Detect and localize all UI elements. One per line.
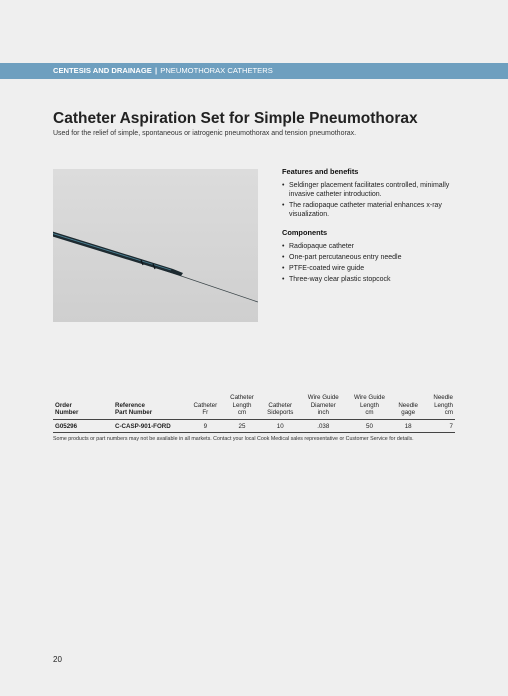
col-order-number: Order Number — [55, 401, 79, 417]
product-details: Features and benefits Seldinger placemen… — [282, 167, 467, 293]
section-separator: | — [155, 66, 158, 75]
col-wire-guide-diameter: Wire Guide Diameter inch — [307, 394, 339, 416]
ordering-table: Order Number Reference Part Number Cathe… — [53, 394, 455, 433]
feature-item: The radiopaque catheter material enhance… — [282, 201, 467, 219]
section-header-band: CENTESIS AND DRAINAGE | PNEUMOTHORAX CAT… — [0, 63, 508, 79]
section-category: CENTESIS AND DRAINAGE — [53, 66, 152, 75]
component-item: PTFE-coated wire guide — [282, 264, 467, 273]
cell-fr: 9 — [187, 418, 224, 433]
col-reference-part-number: Reference Part Number — [115, 401, 153, 417]
product-description: Used for the relief of simple, spontaneo… — [53, 130, 357, 137]
features-list: Seldinger placement facilitates controll… — [282, 181, 467, 219]
col-catheter-sideports: Catheter Sideports — [267, 401, 294, 417]
section-subcategory: PNEUMOTHORAX CATHETERS — [160, 66, 273, 75]
cell-needle-gage: 18 — [392, 418, 424, 433]
components-list: Radiopaque catheter One-part percutaneou… — [282, 242, 467, 284]
features-heading: Features and benefits — [282, 167, 359, 176]
col-needle-gage: Needle gage — [398, 401, 418, 417]
cell-reference: C-CASP-901-FORD — [113, 418, 187, 433]
availability-footnote: Some products or part numbers may not be… — [53, 436, 414, 442]
page-number: 20 — [53, 655, 62, 664]
sideport-mark — [152, 263, 156, 270]
component-item: One-part percutaneous entry needle — [282, 253, 467, 262]
sideport-mark — [140, 259, 144, 266]
col-catheter-length: Catheter Length cm — [230, 394, 254, 416]
cell-length: 25 — [223, 418, 261, 433]
table-row: G05296 C-CASP-901-FORD 9 25 10 .038 50 1… — [53, 418, 455, 433]
component-item: Three-way clear plastic stopcock — [282, 275, 467, 284]
component-item: Radiopaque catheter — [282, 242, 467, 251]
catheter-illustration — [53, 231, 258, 303]
col-wire-guide-length: Wire Guide Length cm — [353, 394, 385, 416]
cell-wire-length: 50 — [346, 418, 393, 433]
cell-order-number: G05296 — [53, 418, 113, 433]
catheter-product-image — [53, 169, 258, 322]
cell-wire-diameter: .038 — [300, 418, 347, 433]
cell-sideports: 10 — [260, 418, 301, 433]
cell-needle-length: 7 — [423, 418, 455, 433]
col-needle-length: Needle Length cm — [433, 394, 453, 416]
col-catheter-fr: Catheter Fr — [193, 401, 218, 417]
feature-item: Seldinger placement facilitates controll… — [282, 181, 467, 199]
product-title: Catheter Aspiration Set for Simple Pneum… — [53, 110, 418, 127]
components-heading: Components — [282, 228, 328, 237]
table-header-row: Order Number Reference Part Number Cathe… — [53, 394, 455, 419]
catheter-highlight — [53, 233, 172, 271]
